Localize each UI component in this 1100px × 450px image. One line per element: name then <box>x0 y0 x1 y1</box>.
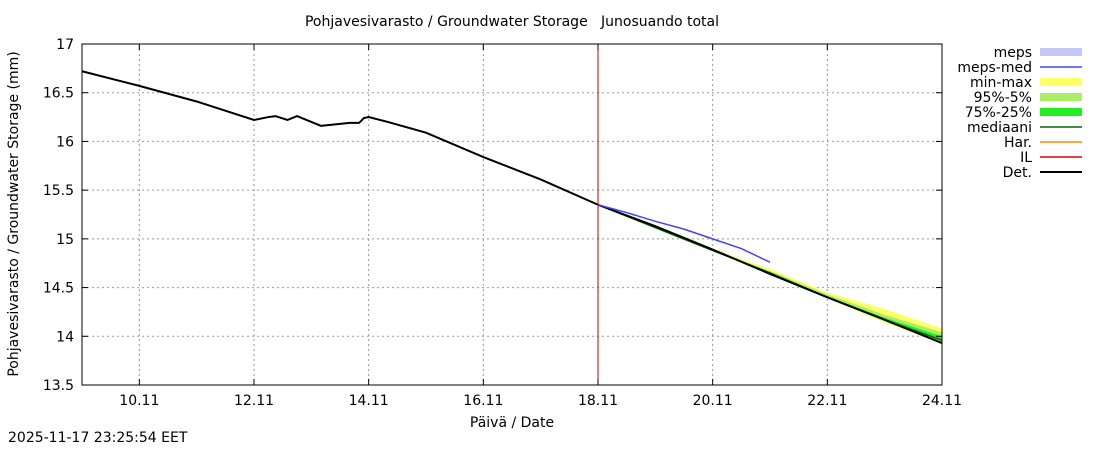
series-det--line <box>81 70 943 345</box>
x-axis-ticks: 10.11 12.11 14.11 16.11 18.11 20.11 22.11 24.11 <box>119 44 962 409</box>
chart-title: Pohjavesivarasto / Groundwater Storage J… <box>305 14 719 30</box>
x-tick-label: 22.11 <box>807 393 847 409</box>
legend-swatch <box>1040 108 1082 116</box>
y-tick-label: 14.5 <box>43 281 74 297</box>
plot-frame <box>81 43 943 386</box>
legend-label: 75%-25% <box>965 105 1032 121</box>
legend-swatch <box>1040 48 1082 56</box>
x-tick-label: 24.11 <box>922 393 962 409</box>
timestamp-footer: 2025-11-17 23:25:54 EET <box>8 430 188 446</box>
x-tick-label: 10.11 <box>119 393 159 409</box>
legend-label: min-max <box>970 75 1032 91</box>
y-tick-label: 14 <box>56 329 74 345</box>
y-axis-label: Pohjavesivarasto / Groundwater Storage (… <box>6 51 22 376</box>
legend-label: Det. <box>1003 165 1032 181</box>
legend-label: meps <box>994 45 1032 61</box>
y-tick-label: 16 <box>56 134 74 150</box>
y-tick-label: 15.5 <box>43 183 74 199</box>
y-tick-label: 13.5 <box>43 378 74 394</box>
x-tick-label: 16.11 <box>463 393 503 409</box>
legend-label: 95%-5% <box>974 90 1032 106</box>
x-tick-label: 14.11 <box>349 393 389 409</box>
y-axis-ticks: 13.5 14 14.5 15 15.5 16 16.5 17 <box>43 37 942 394</box>
legend-label: meps-med <box>957 60 1032 76</box>
legend: mepsmeps-medmin-max95%-5%75%-25%mediaani… <box>957 45 1082 181</box>
legend-label: Har. <box>1004 135 1032 151</box>
series-meps-med-line <box>597 204 771 263</box>
groundwater-chart: Pohjavesivarasto / Groundwater Storage J… <box>6 14 1082 430</box>
x-tick-label: 20.11 <box>693 393 733 409</box>
legend-label: mediaani <box>967 120 1032 136</box>
y-tick-label: 17 <box>56 37 74 53</box>
y-tick-label: 15 <box>56 232 74 248</box>
legend-swatch <box>1040 78 1082 86</box>
legend-swatch <box>1040 93 1082 101</box>
x-tick-label: 12.11 <box>234 393 274 409</box>
x-axis-label: Päivä / Date <box>470 415 554 430</box>
series-layer <box>81 70 943 345</box>
legend-label: IL <box>1020 150 1032 166</box>
grid-lines <box>82 44 943 385</box>
y-tick-label: 16.5 <box>43 86 74 102</box>
x-tick-label: 18.11 <box>578 393 618 409</box>
